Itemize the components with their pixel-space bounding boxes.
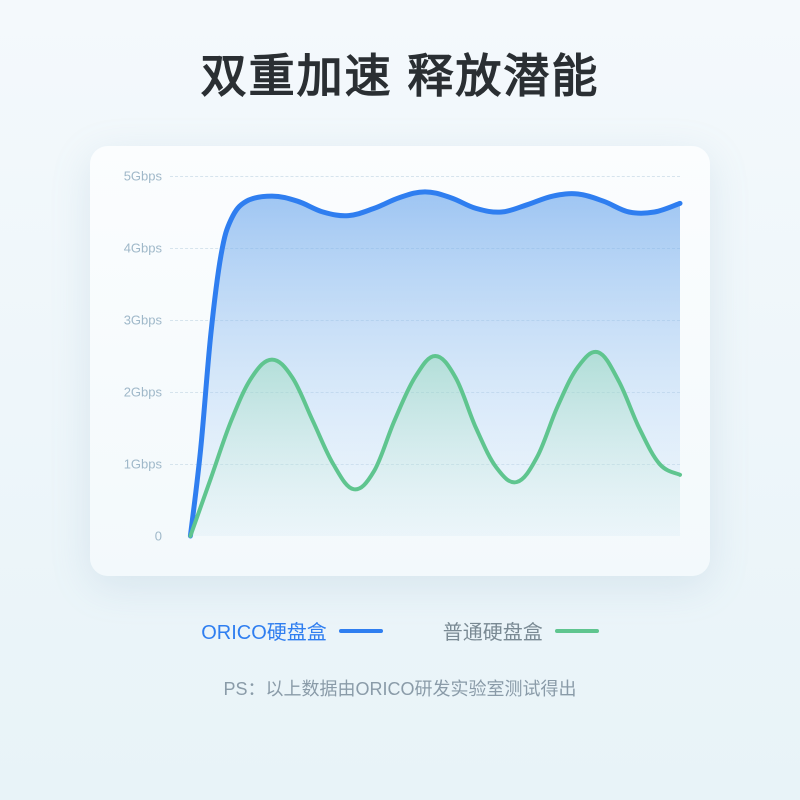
y-tick-label: 2Gbps (124, 385, 162, 400)
page-title: 双重加速 释放潜能 (201, 40, 600, 106)
legend-item-normal: 普通硬盘盒 (443, 616, 599, 645)
y-tick-label: 1Gbps (124, 457, 162, 472)
chart-svg (170, 176, 680, 536)
legend-swatch-orico (339, 629, 383, 633)
y-tick-label: 0 (155, 529, 162, 544)
legend-label-normal: 普通硬盘盒 (443, 616, 543, 645)
legend-label-orico: ORICO硬盘盒 (201, 616, 327, 645)
chart-legend: ORICO硬盘盒 普通硬盘盒 (201, 616, 599, 645)
infographic-page: 双重加速 释放潜能 0 1Gbps 2Gbps 3Gbps 4Gbps 5Gbps ORI… (0, 0, 800, 800)
y-tick-label: 5Gbps (124, 169, 162, 184)
chart-area: 01Gbps2Gbps3Gbps4Gbps5Gbps (170, 176, 680, 536)
y-tick-label: 4Gbps (124, 241, 162, 256)
legend-swatch-normal (555, 629, 599, 633)
series-area-normal (190, 352, 680, 536)
footnote: PS：以上数据由ORICO研发实验室测试得出 (223, 675, 576, 701)
chart-card: 0 1Gbps 2Gbps 3Gbps 4Gbps 5Gbps (90, 146, 710, 576)
legend-item-orico: ORICO硬盘盒 (201, 616, 383, 645)
y-tick-label: 3Gbps (124, 313, 162, 328)
